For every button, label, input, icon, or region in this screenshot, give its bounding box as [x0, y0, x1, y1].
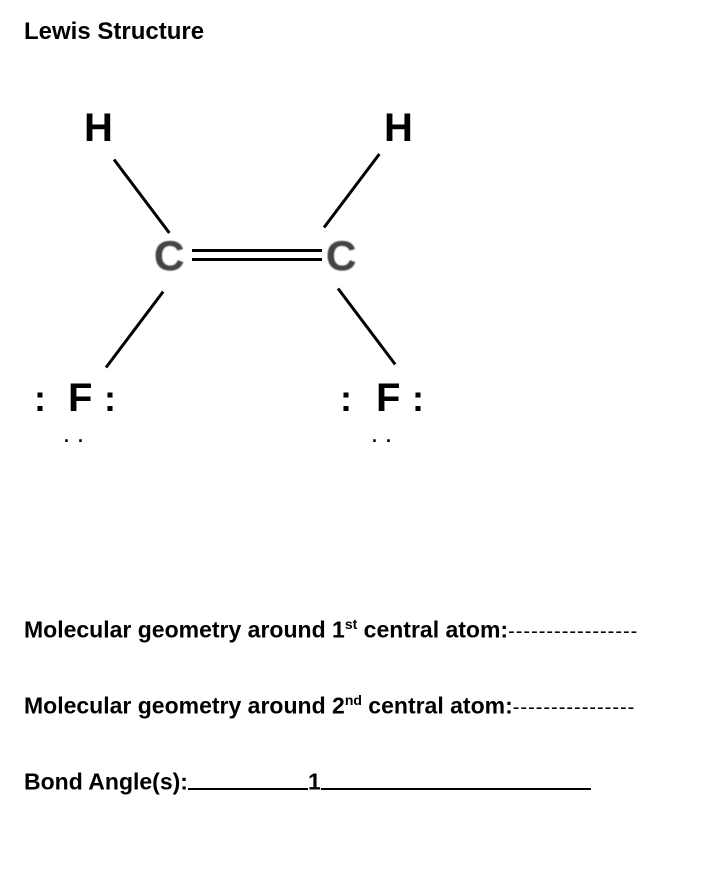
atom-C-right: C	[326, 232, 356, 280]
worksheet-page: Lewis Structure H H C C : F : . . : F : …	[0, 0, 718, 882]
q1-blank-dashes: -----------------	[508, 621, 638, 643]
lonepair-F2-right: :	[412, 378, 424, 420]
q3-mid-number: 1	[308, 769, 321, 795]
q2-ordinal: nd	[345, 692, 362, 708]
q3-blank-1	[188, 767, 308, 790]
q2-text-prefix: Molecular geometry around 2	[24, 692, 345, 718]
atom-F-left: F	[68, 376, 92, 421]
bond-H1-C1	[113, 159, 171, 234]
q1-ordinal: st	[345, 616, 357, 632]
q2-text-suffix: central atom:	[362, 692, 513, 718]
q2-blank-dashes: ----------------	[513, 696, 636, 718]
section-title: Lewis Structure	[24, 18, 698, 46]
q3-blank-2	[321, 767, 591, 790]
questions-block: Molecular geometry around 1st central at…	[24, 616, 698, 796]
lonepair-F2-bottom: . .	[372, 426, 393, 447]
atom-F-right: F	[376, 376, 400, 421]
q1-text-suffix: central atom:	[357, 617, 508, 643]
lonepair-F2-left: :	[340, 378, 352, 420]
bond-CC-double-lower	[192, 258, 322, 261]
bond-CC-double-upper	[192, 249, 322, 252]
atom-C-left: C	[154, 232, 184, 280]
bond-H2-C2	[323, 153, 381, 228]
bond-C1-F1	[105, 291, 165, 369]
lonepair-F1-bottom: . .	[64, 426, 85, 447]
question-geometry-1: Molecular geometry around 1st central at…	[24, 616, 698, 644]
lewis-structure-diagram: H H C C : F : . . : F : . .	[24, 106, 584, 526]
bond-C2-F2	[337, 288, 397, 366]
atom-H-top-left: H	[84, 106, 113, 151]
question-bond-angles: Bond Angle(s): 1	[24, 767, 698, 796]
lonepair-F1-left: :	[34, 378, 46, 420]
question-geometry-2: Molecular geometry around 2nd central at…	[24, 692, 698, 720]
q1-text-prefix: Molecular geometry around 1	[24, 617, 345, 643]
lonepair-F1-right: :	[104, 378, 116, 420]
atom-H-top-right: H	[384, 106, 413, 151]
q3-label: Bond Angle(s):	[24, 769, 188, 795]
